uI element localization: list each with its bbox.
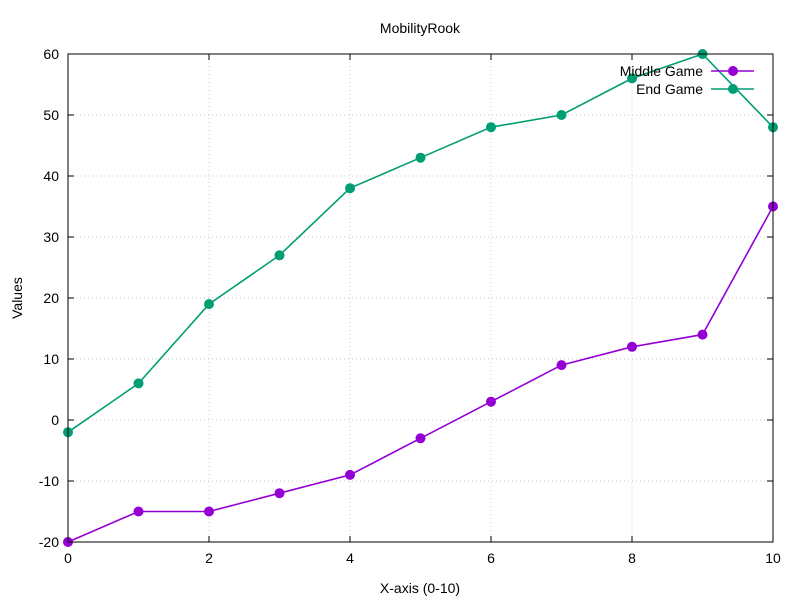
legend-marker (728, 84, 738, 94)
x-tick-label: 4 (346, 550, 354, 566)
x-tick-label: 8 (628, 550, 636, 566)
y-axis-label: Values (9, 277, 25, 319)
data-point-middle-game (345, 469, 355, 480)
series-line-middle-game (67, 206, 774, 543)
data-point-end-game (486, 122, 496, 133)
data-point-end-game (627, 73, 637, 84)
data-point-middle-game (556, 360, 567, 371)
axes: -20 -10 0 10 20 30 40 50 60 0 2 4 6 8 10 (39, 46, 781, 566)
data-point-end-game (345, 183, 355, 194)
y-tick-label: 0 (51, 412, 59, 428)
x-tick-label: 2 (205, 550, 213, 566)
x-tick-label: 0 (64, 550, 72, 566)
data-point-end-game (415, 152, 426, 163)
y-tick-label: 30 (43, 229, 59, 245)
grid (68, 54, 773, 542)
chart-title: MobilityRook (380, 20, 461, 36)
data-point-end-game (204, 299, 214, 310)
series-line-end-game (67, 53, 774, 433)
data-point-end-game (133, 378, 144, 389)
x-tick-label: 6 (487, 550, 495, 566)
legend-item-end-game: End Game (636, 81, 754, 97)
series-end-game (63, 49, 778, 438)
legend-marker (728, 66, 738, 76)
y-tick-label: 40 (43, 168, 59, 184)
x-axis-label: X-axis (0-10) (380, 580, 460, 596)
data-point-middle-game (204, 506, 214, 517)
y-tick-label: -10 (39, 473, 59, 489)
data-point-middle-game (415, 433, 426, 444)
y-tick-label: 60 (43, 46, 59, 62)
data-point-middle-game (697, 329, 708, 340)
y-tick-label: -20 (39, 534, 59, 550)
data-point-middle-game (133, 506, 144, 517)
legend-label: Middle Game (620, 63, 703, 79)
data-point-end-game (274, 250, 285, 261)
series-middle-game (63, 201, 778, 547)
y-tick-label: 50 (43, 107, 59, 123)
data-point-end-game (556, 110, 567, 120)
legend-item-middle-game: Middle Game (620, 63, 754, 79)
series-layer (63, 49, 778, 547)
y-tick-label: 20 (43, 290, 59, 306)
x-tick-label: 10 (765, 550, 781, 566)
legend-label: End Game (636, 81, 703, 97)
data-point-middle-game (627, 341, 637, 352)
y-tick-label: 10 (43, 351, 59, 367)
legend: Middle Game End Game (620, 63, 754, 97)
data-point-middle-game (486, 396, 496, 407)
data-point-middle-game (274, 488, 285, 499)
